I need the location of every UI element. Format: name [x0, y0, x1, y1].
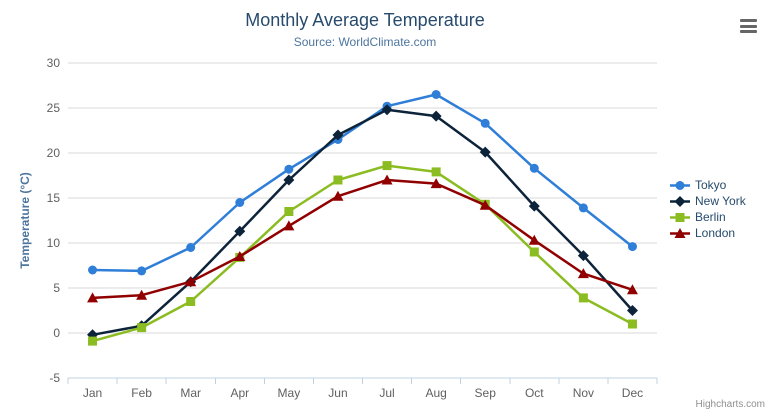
y-axis-title: Temperature (°C): [18, 172, 32, 269]
gridlines: [68, 62, 657, 379]
chart-title: Monthly Average Temperature: [245, 10, 485, 30]
series-berlin[interactable]: [88, 161, 637, 346]
series-new-york[interactable]: [87, 104, 638, 341]
legend-item-new-york[interactable]: New York: [670, 193, 746, 209]
x-axis-ticks: [67, 378, 658, 384]
hamburger-icon: [740, 19, 757, 33]
series-london[interactable]: [87, 174, 638, 303]
svg-text:May: May: [278, 386, 301, 400]
legend-symbol-circle-icon: [670, 180, 690, 190]
svg-text:Jul: Jul: [379, 386, 394, 400]
svg-text:Aug: Aug: [425, 386, 446, 400]
legend-label: London: [695, 226, 736, 240]
legend-symbol-diamond-icon: [670, 195, 690, 207]
svg-text:Jan: Jan: [83, 386, 102, 400]
series-tokyo[interactable]: [88, 90, 637, 276]
svg-text:0: 0: [53, 326, 60, 340]
legend-label: New York: [695, 194, 746, 208]
chart-subtitle: Source: WorldClimate.com: [293, 35, 437, 49]
legend-item-london[interactable]: London: [670, 225, 746, 241]
svg-text:Feb: Feb: [131, 386, 152, 400]
svg-text:30: 30: [47, 56, 61, 70]
svg-text:Apr: Apr: [230, 386, 249, 400]
svg-text:20: 20: [47, 146, 61, 160]
svg-text:Oct: Oct: [525, 386, 544, 400]
svg-text:Mar: Mar: [180, 386, 201, 400]
legend: Tokyo New York Berlin London: [670, 177, 746, 241]
svg-text:-5: -5: [49, 371, 60, 385]
legend-item-tokyo[interactable]: Tokyo: [670, 177, 746, 193]
x-axis-labels: Jan Feb Mar Apr May Jun Jul Aug Sep Oct Nov Dec: [83, 386, 643, 400]
svg-text:25: 25: [47, 101, 61, 115]
credits-link[interactable]: Highcharts.com: [695, 399, 765, 410]
svg-text:Dec: Dec: [622, 386, 643, 400]
legend-label: Berlin: [695, 210, 726, 224]
legend-symbol-square-icon: [670, 212, 690, 222]
svg-text:Jun: Jun: [328, 386, 347, 400]
svg-text:10: 10: [47, 236, 61, 250]
legend-item-berlin[interactable]: Berlin: [670, 209, 746, 225]
legend-symbol-triangle-icon: [670, 227, 690, 238]
svg-text:15: 15: [47, 191, 61, 205]
context-menu-button[interactable]: [740, 19, 757, 33]
svg-text:Sep: Sep: [475, 386, 497, 400]
svg-text:Nov: Nov: [573, 386, 594, 400]
svg-text:5: 5: [53, 281, 60, 295]
y-axis-labels: -5 0 5 10 15 20 25 30: [47, 56, 61, 385]
legend-label: Tokyo: [695, 178, 727, 192]
